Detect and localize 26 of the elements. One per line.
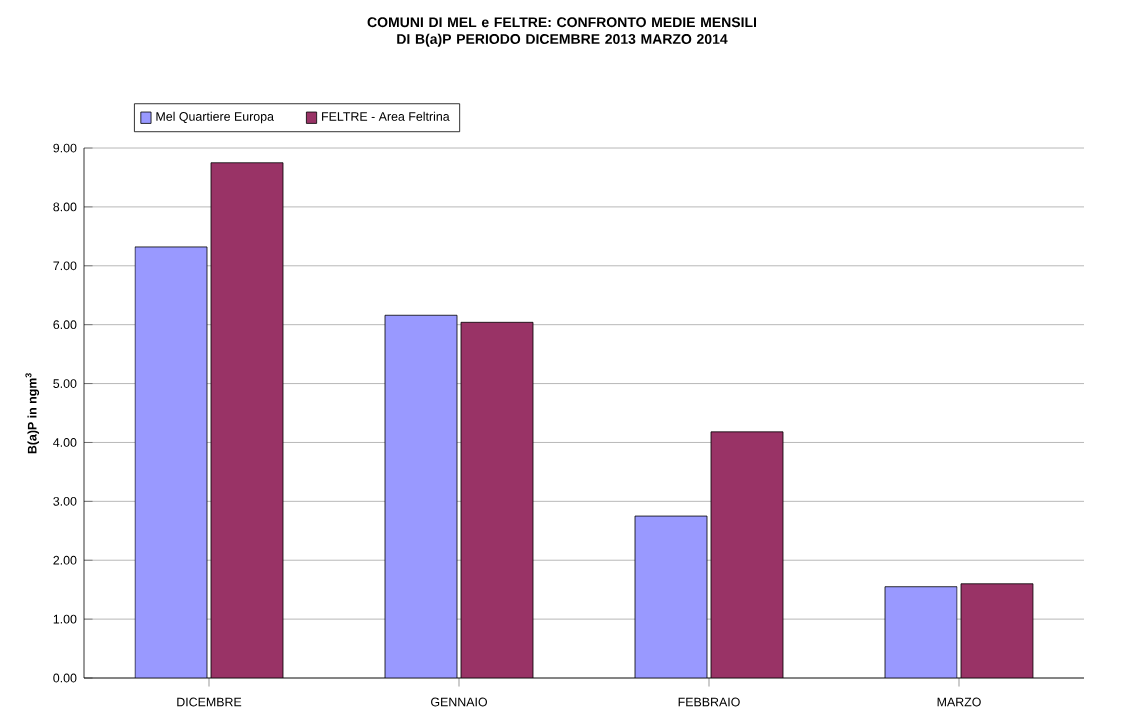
- y-tick-label: 9.00: [53, 143, 77, 153]
- y-tick-label: 7.00: [53, 261, 77, 271]
- y-tick-label: 8.00: [53, 202, 77, 212]
- y-tick-label: 0.00: [53, 673, 77, 683]
- y-tick-label: 6.00: [53, 320, 77, 330]
- bar: [135, 246, 208, 678]
- y-tick-label: 3.00: [53, 496, 77, 506]
- bar: [385, 315, 458, 678]
- x-tick-label: GENNAIO: [431, 697, 487, 707]
- chart-title: COMUNI DI MEL e FELTRE: CONFRONTO MEDIE MENSILI DI B(a)P PERIODO DICEMBRE 2013 MARZO 2014: [367, 17, 757, 47]
- bar: [960, 583, 1034, 678]
- bar: [711, 431, 784, 678]
- y-axis-title: B(a)P in ngm$^{3}$: [25, 373, 40, 454]
- bar: [884, 586, 958, 678]
- bar: [635, 516, 708, 678]
- bar: [461, 322, 534, 678]
- y-tick-label: 2.00: [53, 555, 77, 565]
- bar: [211, 162, 284, 678]
- y-tick-label: 4.00: [53, 438, 77, 447]
- legend-label: Mel Quartiere Europa: [156, 111, 274, 124]
- x-tick-label: FEBBRAIO: [678, 697, 740, 707]
- x-tick-label: MARZO: [937, 697, 981, 707]
- legend-label: FELTRE - Area Feltrina: [322, 111, 450, 121]
- y-tick-label: 5.00: [53, 379, 77, 388]
- x-tick-label: DICEMBRE: [177, 697, 242, 707]
- y-tick-label: 1.00: [53, 614, 77, 624]
